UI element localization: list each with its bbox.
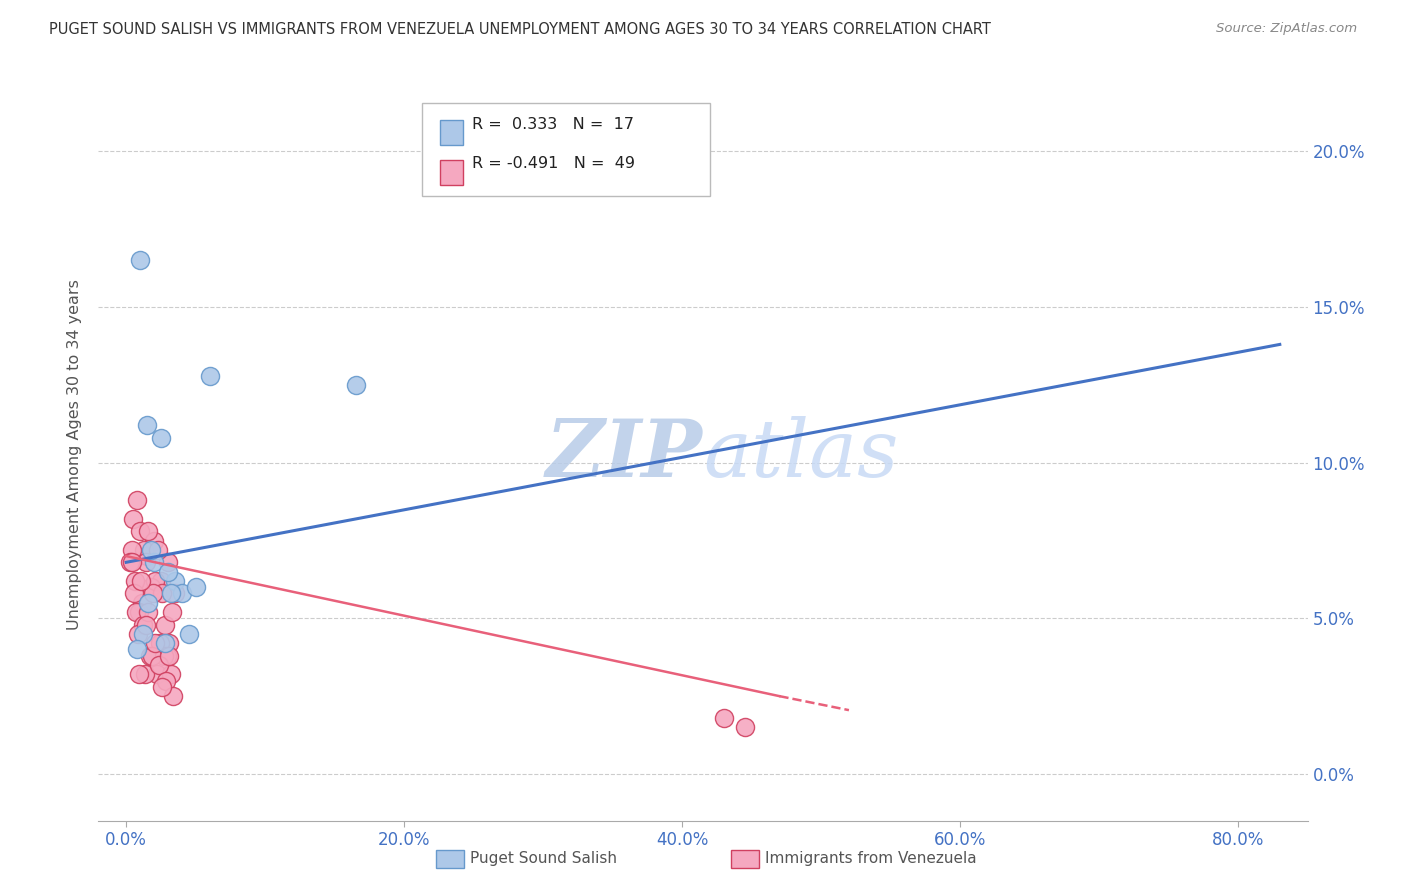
Point — [135, 555, 157, 569]
Text: atlas: atlas — [703, 417, 898, 493]
Point — [138, 524, 160, 538]
Point — [121, 542, 143, 557]
Point — [159, 586, 181, 600]
Point — [136, 605, 159, 619]
Point — [132, 617, 155, 632]
Point — [150, 680, 173, 694]
Point — [134, 667, 156, 681]
Point — [125, 605, 148, 619]
Point — [127, 627, 149, 641]
Point — [156, 565, 179, 579]
Point — [122, 512, 145, 526]
Point — [127, 493, 149, 508]
Point — [198, 368, 221, 383]
Point — [149, 431, 172, 445]
Point — [163, 574, 186, 588]
Y-axis label: Unemployment Among Ages 30 to 34 years: Unemployment Among Ages 30 to 34 years — [67, 279, 83, 631]
Text: Puget Sound Salish: Puget Sound Salish — [470, 851, 617, 865]
Point — [160, 605, 183, 619]
Point — [148, 658, 170, 673]
Text: ZIP: ZIP — [546, 417, 703, 493]
Point — [121, 555, 143, 569]
Point — [734, 720, 756, 734]
Point — [184, 580, 207, 594]
Point — [134, 542, 156, 557]
Point — [131, 596, 153, 610]
Point — [163, 586, 186, 600]
Point — [155, 673, 177, 688]
Point — [138, 596, 160, 610]
Point — [128, 667, 150, 681]
Point — [149, 574, 172, 588]
Point — [141, 648, 163, 663]
Point — [152, 648, 174, 663]
Point — [153, 617, 176, 632]
Point — [148, 636, 170, 650]
Point — [157, 636, 180, 650]
Point — [153, 636, 176, 650]
Text: Source: ZipAtlas.com: Source: ZipAtlas.com — [1216, 22, 1357, 36]
Point — [132, 627, 155, 641]
Point — [713, 711, 735, 725]
Point — [124, 574, 146, 588]
Point — [122, 586, 145, 600]
Point — [170, 586, 193, 600]
Point — [146, 667, 169, 681]
Point — [135, 617, 157, 632]
Point — [156, 555, 179, 569]
Point — [159, 667, 181, 681]
Text: R =  0.333   N =  17: R = 0.333 N = 17 — [472, 117, 634, 132]
Point — [136, 549, 159, 563]
Text: Immigrants from Venezuela: Immigrants from Venezuela — [765, 851, 977, 865]
Point — [141, 580, 163, 594]
Point — [129, 524, 152, 538]
Text: R = -0.491   N =  49: R = -0.491 N = 49 — [472, 156, 636, 171]
Point — [148, 542, 170, 557]
Point — [143, 636, 166, 650]
Point — [344, 377, 367, 392]
Point — [120, 555, 142, 569]
Point — [127, 642, 149, 657]
Point — [150, 586, 173, 600]
Point — [129, 574, 152, 588]
Point — [129, 253, 152, 268]
Point — [177, 627, 200, 641]
Point — [157, 648, 180, 663]
Point — [155, 648, 177, 663]
Point — [143, 533, 166, 548]
Point — [162, 689, 184, 703]
Point — [139, 648, 162, 663]
Point — [145, 574, 167, 588]
Point — [136, 418, 159, 433]
Text: PUGET SOUND SALISH VS IMMIGRANTS FROM VENEZUELA UNEMPLOYMENT AMONG AGES 30 TO 34: PUGET SOUND SALISH VS IMMIGRANTS FROM VE… — [49, 22, 991, 37]
Point — [128, 605, 150, 619]
Point — [141, 542, 163, 557]
Point — [143, 555, 166, 569]
Point — [142, 586, 165, 600]
